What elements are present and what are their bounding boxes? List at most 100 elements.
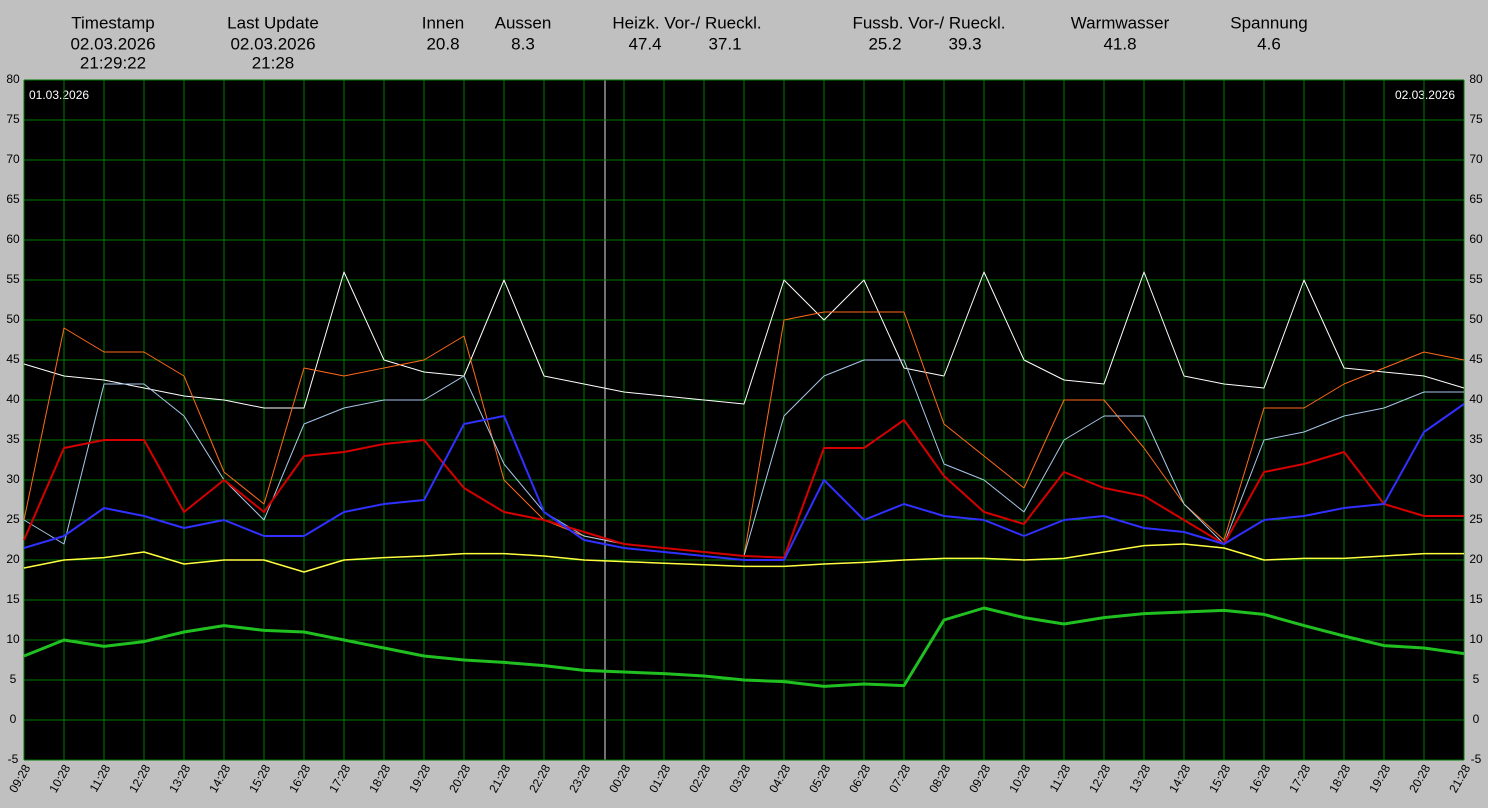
end-date: 02.03.2026 (1395, 88, 1455, 102)
y-tick-label-right: 5 (1473, 672, 1480, 686)
y-tick-label-right: 40 (1469, 392, 1483, 406)
y-tick-label: 55 (6, 272, 20, 286)
x-tick-label: 16:28 (1246, 762, 1273, 795)
field-value: 21:28 (252, 53, 295, 72)
series-line (23, 271, 1465, 409)
x-tick-label: 23:28 (566, 762, 593, 795)
x-tick-label: 04:28 (766, 762, 793, 795)
y-tick-label-right: 25 (1469, 512, 1483, 526)
x-tick-label: 09:28 (966, 762, 993, 795)
y-tick-label-right: 30 (1469, 472, 1483, 486)
y-tick-label: 30 (6, 472, 20, 486)
x-tick-label: 22:28 (526, 762, 553, 795)
field-label: Innen (422, 13, 465, 32)
x-tick-label: 20:28 (446, 762, 473, 795)
x-tick-label: 15:28 (246, 762, 273, 795)
y-tick-label-right: 55 (1469, 272, 1483, 286)
field-label: Warmwasser (1071, 13, 1170, 32)
x-tick-label: 16:28 (286, 762, 313, 795)
x-tick-label: 13:28 (166, 762, 193, 795)
y-tick-label-right: 15 (1469, 592, 1483, 606)
x-tick-label: 10:28 (46, 762, 73, 795)
series-line (23, 543, 1464, 573)
x-tick-label: 05:28 (806, 762, 833, 795)
x-tick-label: 17:28 (326, 762, 353, 795)
y-tick-label-right: 65 (1469, 192, 1483, 206)
field-value: 37.1 (708, 34, 741, 53)
x-tick-label: 15:28 (1206, 762, 1233, 795)
y-tick-label-right: 10 (1469, 632, 1483, 646)
y-tick-label-right: 0 (1473, 712, 1480, 726)
y-tick-label-right: 35 (1469, 432, 1483, 446)
x-tick-label: 14:28 (1166, 762, 1193, 795)
x-tick-label: 20:28 (1406, 762, 1433, 795)
field-label: Fussb. Vor-/ Rueckl. (852, 13, 1005, 32)
x-tick-label: 00:28 (606, 762, 633, 795)
y-tick-label: 75 (6, 112, 20, 126)
x-tick-label: 19:28 (1366, 762, 1393, 795)
y-tick-label: 45 (6, 352, 20, 366)
y-tick-label: -5 (8, 752, 19, 766)
x-tick-label: 01:28 (646, 762, 673, 795)
field-value: 47.4 (628, 34, 661, 53)
x-tick-label: 17:28 (1286, 762, 1313, 795)
field-value: 41.8 (1103, 34, 1136, 53)
y-tick-label-right: 75 (1469, 112, 1483, 126)
field-value: 20.8 (426, 34, 459, 53)
x-tick-label: 08:28 (926, 762, 953, 795)
series-line (23, 403, 1465, 561)
x-tick-label: 03:28 (726, 762, 753, 795)
x-tick-label: 13:28 (1126, 762, 1153, 795)
field-label: Heizk. Vor-/ Rueckl. (612, 13, 761, 32)
x-tick-label: 06:28 (846, 762, 873, 795)
y-tick-label: 80 (6, 72, 20, 86)
y-tick-label: 70 (6, 152, 20, 166)
field-value: 25.2 (868, 34, 901, 53)
y-tick-label-right: -5 (1471, 752, 1482, 766)
x-tick-label: 02:28 (686, 762, 713, 795)
x-tick-label: 12:28 (126, 762, 153, 795)
y-tick-label-right: 45 (1469, 352, 1483, 366)
x-tick-label: 21:28 (1446, 762, 1473, 795)
start-date: 01.03.2026 (29, 88, 89, 102)
x-tick-label: 07:28 (886, 762, 913, 795)
y-tick-label: 0 (10, 712, 17, 726)
field-value: 39.3 (948, 34, 981, 53)
y-tick-label: 65 (6, 192, 20, 206)
x-tick-label: 11:28 (1047, 762, 1074, 795)
series-line (23, 606, 1465, 688)
y-tick-label: 10 (6, 632, 20, 646)
x-tick-label: 19:28 (406, 762, 433, 795)
y-tick-label-right: 60 (1469, 232, 1483, 246)
y-tick-label: 15 (6, 592, 20, 606)
field-value: 21:29:22 (80, 53, 146, 72)
y-tick-label-right: 70 (1469, 152, 1483, 166)
field-value: 02.03.2026 (230, 34, 315, 53)
field-label: Timestamp (71, 13, 154, 32)
y-tick-label: 20 (6, 552, 20, 566)
y-tick-label-right: 80 (1469, 72, 1483, 86)
x-tick-label: 18:28 (366, 762, 393, 795)
x-tick-label: 09:28 (6, 762, 33, 795)
field-value: 02.03.2026 (70, 34, 155, 53)
field-value: 4.6 (1257, 34, 1281, 53)
field-label: Last Update (227, 13, 319, 32)
x-tick-label: 10:28 (1006, 762, 1033, 795)
y-tick-label: 60 (6, 232, 20, 246)
x-tick-label: 18:28 (1326, 762, 1353, 795)
field-value: 8.3 (511, 34, 535, 53)
y-tick-label-right: 20 (1469, 552, 1483, 566)
y-tick-label-right: 50 (1469, 312, 1483, 326)
x-tick-label: 12:28 (1086, 762, 1113, 795)
y-tick-label: 35 (6, 432, 20, 446)
field-label: Spannung (1230, 13, 1308, 32)
y-tick-label: 40 (6, 392, 20, 406)
y-tick-label: 50 (6, 312, 20, 326)
x-tick-label: 14:28 (206, 762, 233, 795)
x-tick-label: 21:28 (486, 762, 513, 795)
y-tick-label: 5 (10, 672, 17, 686)
field-label: Aussen (495, 13, 552, 32)
y-tick-label: 25 (6, 512, 20, 526)
x-tick-label: 11:28 (87, 762, 114, 795)
